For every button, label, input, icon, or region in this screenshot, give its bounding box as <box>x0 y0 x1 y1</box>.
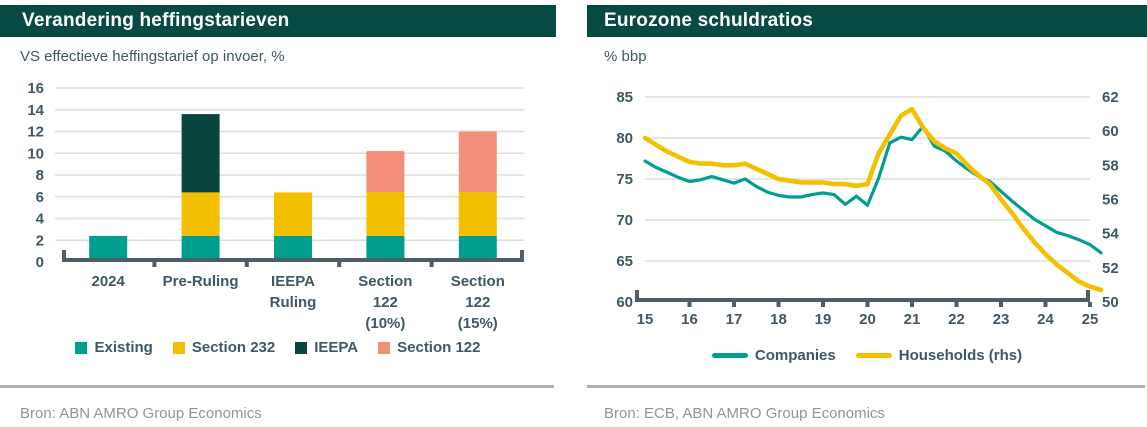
x-axis-tick-label: 25 <box>1082 311 1099 328</box>
y-axis-tick-label: 16 <box>27 80 44 97</box>
legend-item: Section 122 <box>378 339 481 356</box>
right-chart-legend: Companies Households (rhs) <box>587 347 1147 364</box>
x-axis-tick-label: 20 <box>859 311 876 328</box>
bar-segment <box>89 235 128 262</box>
x-axis-tick-label: 23 <box>993 311 1010 328</box>
legend-swatch-icon <box>172 341 185 354</box>
right-chart-subtitle: % bbp <box>604 48 647 65</box>
right-axis-tick-label: 62 <box>1102 89 1119 106</box>
legend-swatch-icon <box>295 341 308 354</box>
right-chart-title: Eurozone schuldratios <box>604 10 814 31</box>
right-axis-tick-label: 54 <box>1102 226 1119 243</box>
y-axis-tick-label: 6 <box>36 189 44 206</box>
legend-item: Existing <box>75 339 153 356</box>
x-axis-tick-label: 18 <box>770 311 787 328</box>
left-chart-title-bar: Verandering heffingstarieven <box>0 5 556 37</box>
legend-label: IEEPA <box>314 339 359 356</box>
left-chart-title: Verandering heffingstarieven <box>22 10 290 31</box>
right-axis-tick-label: 52 <box>1102 260 1119 277</box>
y-axis-tick-label: 10 <box>27 145 44 162</box>
bar-segment <box>274 235 312 262</box>
bar-category-label: 2024 <box>91 273 125 290</box>
x-axis-tick-label: 22 <box>948 311 965 328</box>
bar-segment <box>181 192 220 236</box>
legend-swatch-icon <box>75 341 88 354</box>
legend-item: Companies <box>711 347 836 364</box>
x-axis-tick-label: 24 <box>1037 311 1054 328</box>
y-axis-tick-label: 14 <box>27 102 44 119</box>
legend-line-swatch-icon <box>711 353 748 358</box>
line-series-companies <box>643 124 1103 255</box>
legend-label: Companies <box>754 347 836 364</box>
bar-category-label: Section 122 (10%) <box>358 273 413 332</box>
dual-axis-line-chart: 85 80 75 70 65 60 62 60 58 56 54 52 50 15 16 17 18 19 20 21… <box>616 89 1119 328</box>
x-axis-tick-label: 19 <box>815 311 832 328</box>
bar-segment <box>366 151 405 193</box>
stacked-bar-chart: 0 2 4 6 8 10 12 14 16 <box>27 80 524 271</box>
right-axis-tick-label: 56 <box>1102 192 1119 209</box>
right-source-divider <box>587 385 1145 388</box>
x-axis-tick-label: 21 <box>904 311 921 328</box>
y-axis-tick-label: 4 <box>36 211 45 228</box>
right-axis-tick-label: 60 <box>1102 123 1119 140</box>
bar-segment <box>458 235 497 262</box>
left-axis-tick-label: 80 <box>616 130 633 147</box>
legend-label: Existing <box>94 339 153 356</box>
left-chart-subtitle: VS effectieve heffingstarief op invoer, … <box>20 48 285 65</box>
y-axis-tick-label: 0 <box>36 254 44 271</box>
line-series-households <box>642 106 1104 293</box>
bar-segment <box>181 235 220 262</box>
bar-segment <box>458 192 497 236</box>
bar-segment <box>366 192 405 236</box>
bar-segment <box>274 192 312 236</box>
left-axis-tick-label: 65 <box>616 253 633 270</box>
legend-swatch-icon <box>378 341 391 354</box>
y-axis-tick-label: 8 <box>36 167 44 184</box>
left-axis-tick-label: 60 <box>616 294 633 311</box>
y-axis-tick-label: 12 <box>27 124 44 141</box>
left-axis-tick-label: 75 <box>616 171 633 188</box>
left-chart-source: Bron: ABN AMRO Group Economics <box>20 405 262 422</box>
left-axis-tick-label: 70 <box>616 212 633 229</box>
bar-segment <box>458 131 497 193</box>
right-chart-title-bar: Eurozone schuldratios <box>587 5 1147 37</box>
legend-label: Households (rhs) <box>898 347 1023 364</box>
legend-item: IEEPA <box>295 339 358 356</box>
bar-category-label: Section 122 (15%) <box>450 273 505 332</box>
legend-item: Section 232 <box>172 339 276 356</box>
bar-segment <box>366 235 405 262</box>
right-axis-tick-label: 58 <box>1102 157 1119 174</box>
legend-label: Section 122 <box>397 339 481 356</box>
legend-item: Households (rhs) <box>855 347 1023 364</box>
x-axis-tick-label: 15 <box>637 311 654 328</box>
left-axis-tick-label: 85 <box>616 89 633 106</box>
right-chart-source: Bron: ECB, ABN AMRO Group Economics <box>604 405 885 422</box>
x-axis-tick-label: 16 <box>681 311 698 328</box>
bar-category-label: IEEPA Ruling <box>269 273 317 311</box>
left-chart-legend: Existing Section 232 IEEPA Section 122 <box>0 339 556 356</box>
legend-label: Section 232 <box>191 339 276 356</box>
y-axis-tick-label: 2 <box>36 232 44 249</box>
bar-category-label: Pre-Ruling <box>162 273 239 290</box>
debt-ratio-chart-panel: Eurozone schuldratios % bbp 85 80 75 70 65 60… <box>587 0 1147 427</box>
left-source-divider <box>0 385 554 388</box>
right-axis-tick-label: 50 <box>1102 294 1119 311</box>
tariff-chart-panel: Verandering heffingstarieven VS effectie… <box>0 0 556 427</box>
bar-segment <box>181 114 220 193</box>
legend-line-swatch-icon <box>855 353 892 358</box>
x-axis-tick-label: 17 <box>726 311 743 328</box>
